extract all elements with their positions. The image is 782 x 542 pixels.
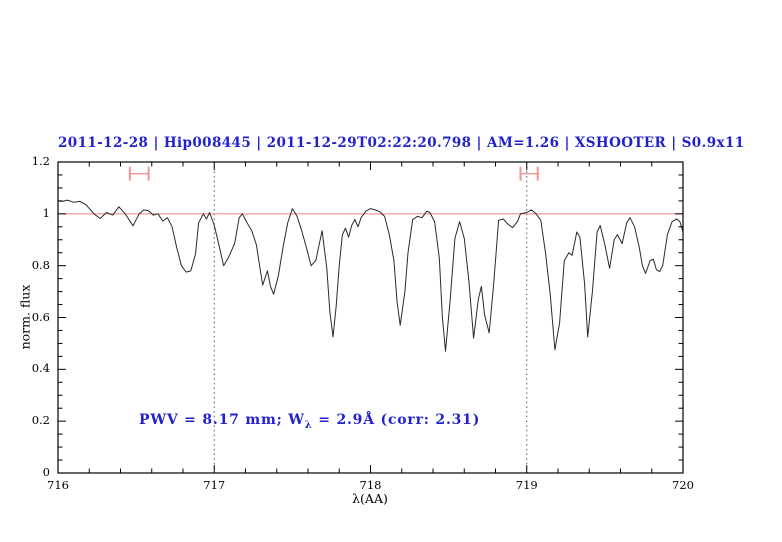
pwv-annotation-suffix: = 2.9Å (corr: 2.31) — [312, 412, 481, 428]
x-tick-label: 718 — [359, 478, 382, 492]
spectrum-line — [57, 199, 684, 352]
y-tick-label: 0.6 — [31, 309, 50, 324]
y-tick-label: 0 — [42, 465, 50, 479]
y-tick-label: 0.2 — [31, 413, 50, 428]
pwv-annotation-prefix: PWV = 8.17 mm; W — [139, 412, 305, 428]
y-tick-label: 0.8 — [31, 257, 50, 272]
x-tick-label: 717 — [203, 478, 226, 492]
x-axis-label: λ(AA) — [352, 491, 388, 506]
pwv-annotation-subscript: λ — [304, 419, 313, 431]
y-tick-label: 1.2 — [31, 154, 50, 168]
x-tick-label: 719 — [515, 478, 538, 492]
plot-title: 2011-12-28 | Hip008445 | 2011-12-29T02:2… — [58, 135, 745, 151]
pwv-annotation: PWV = 8.17 mm; Wλ = 2.9Å (corr: 2.31) — [139, 412, 480, 431]
x-tick-label: 716 — [47, 478, 69, 492]
y-tick-label: 0.4 — [31, 361, 50, 376]
y-tick-label: 1 — [42, 205, 50, 220]
x-tick-label: 720 — [672, 478, 694, 492]
